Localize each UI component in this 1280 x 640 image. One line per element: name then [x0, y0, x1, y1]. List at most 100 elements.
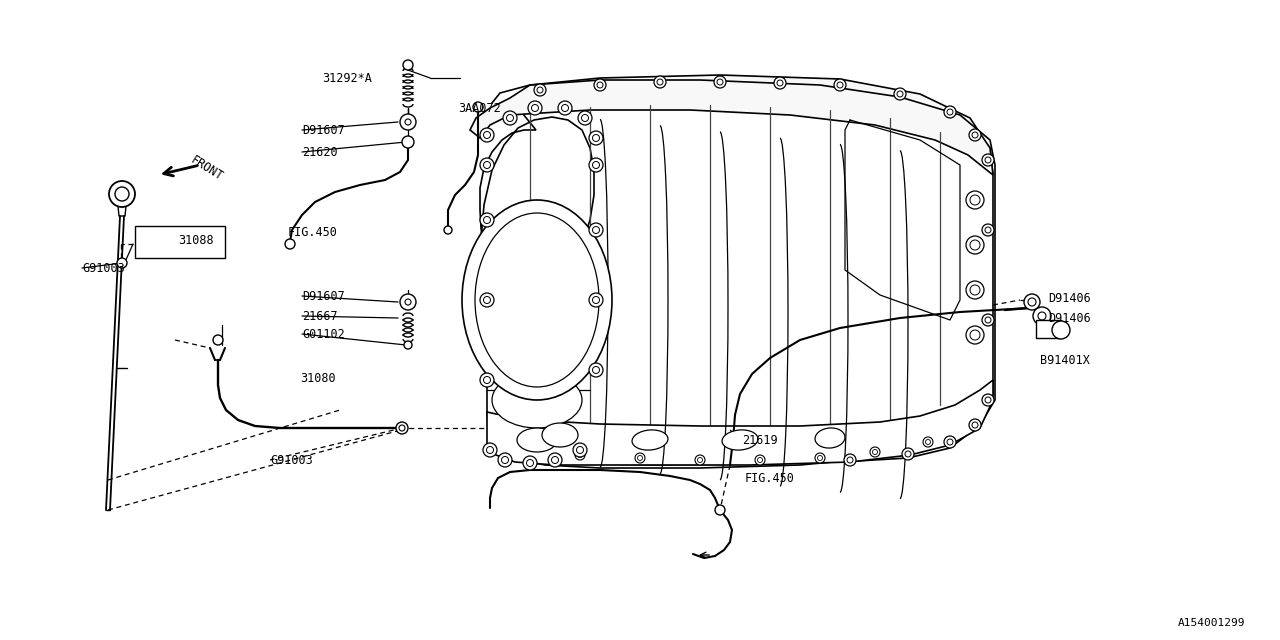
Ellipse shape: [722, 430, 758, 450]
Circle shape: [480, 293, 494, 307]
Text: 31080: 31080: [300, 371, 335, 385]
Circle shape: [695, 455, 705, 465]
Circle shape: [529, 101, 541, 115]
Polygon shape: [470, 75, 993, 175]
Circle shape: [716, 505, 724, 515]
Circle shape: [573, 443, 588, 457]
Circle shape: [404, 299, 411, 305]
Circle shape: [593, 367, 599, 374]
Circle shape: [484, 161, 490, 168]
Circle shape: [637, 456, 643, 461]
Circle shape: [837, 82, 844, 88]
Circle shape: [945, 436, 956, 448]
Circle shape: [969, 419, 980, 431]
Circle shape: [714, 76, 726, 88]
Circle shape: [396, 422, 408, 434]
Text: 31292*A: 31292*A: [323, 72, 372, 84]
Circle shape: [1028, 298, 1036, 306]
Circle shape: [969, 129, 980, 141]
Circle shape: [552, 456, 558, 463]
FancyBboxPatch shape: [1036, 320, 1061, 338]
Circle shape: [589, 131, 603, 145]
Circle shape: [972, 422, 978, 428]
Circle shape: [982, 314, 995, 326]
Circle shape: [484, 216, 490, 223]
Circle shape: [966, 191, 984, 209]
Circle shape: [558, 101, 572, 115]
Circle shape: [115, 187, 129, 201]
Circle shape: [484, 131, 490, 138]
Circle shape: [1038, 312, 1046, 320]
Circle shape: [480, 373, 494, 387]
Circle shape: [562, 104, 568, 111]
Circle shape: [503, 111, 517, 125]
Circle shape: [972, 132, 978, 138]
Circle shape: [480, 158, 494, 172]
Circle shape: [285, 239, 294, 249]
Circle shape: [986, 397, 991, 403]
Text: G01102: G01102: [302, 328, 344, 340]
Text: A154001299: A154001299: [1178, 618, 1245, 628]
Circle shape: [399, 294, 416, 310]
Ellipse shape: [632, 430, 668, 450]
Ellipse shape: [541, 423, 579, 447]
Circle shape: [480, 213, 494, 227]
Circle shape: [594, 79, 605, 91]
Circle shape: [109, 181, 134, 207]
Circle shape: [947, 439, 954, 445]
Circle shape: [1024, 294, 1039, 310]
Circle shape: [835, 79, 846, 91]
Circle shape: [905, 451, 911, 457]
Circle shape: [593, 134, 599, 141]
Circle shape: [581, 115, 589, 122]
Text: 31088: 31088: [178, 234, 214, 246]
Text: B91401X: B91401X: [1039, 353, 1089, 367]
Circle shape: [589, 223, 603, 237]
Text: 21619: 21619: [742, 433, 778, 447]
Circle shape: [893, 88, 906, 100]
Circle shape: [1033, 307, 1051, 325]
Text: 21667: 21667: [302, 310, 338, 323]
Text: 3AA072: 3AA072: [458, 102, 500, 115]
Circle shape: [777, 80, 783, 86]
Circle shape: [399, 425, 404, 431]
Circle shape: [897, 91, 902, 97]
Ellipse shape: [475, 213, 599, 387]
Circle shape: [986, 157, 991, 163]
Circle shape: [484, 296, 490, 303]
Circle shape: [945, 106, 956, 118]
Circle shape: [986, 317, 991, 323]
Circle shape: [577, 452, 582, 458]
Circle shape: [755, 455, 765, 465]
Circle shape: [444, 226, 452, 234]
Circle shape: [717, 79, 723, 85]
Circle shape: [844, 454, 856, 466]
Circle shape: [982, 224, 995, 236]
Polygon shape: [486, 380, 993, 465]
Circle shape: [502, 456, 508, 463]
Circle shape: [486, 447, 494, 454]
Circle shape: [654, 76, 666, 88]
Circle shape: [698, 458, 703, 463]
Circle shape: [970, 195, 980, 205]
Circle shape: [970, 240, 980, 250]
Circle shape: [402, 136, 413, 148]
Circle shape: [593, 296, 599, 303]
FancyBboxPatch shape: [134, 226, 225, 258]
Circle shape: [982, 154, 995, 166]
Circle shape: [923, 437, 933, 447]
Circle shape: [483, 443, 497, 457]
Circle shape: [982, 394, 995, 406]
Text: D91406: D91406: [1048, 312, 1091, 324]
Circle shape: [758, 458, 763, 463]
Text: G91003: G91003: [82, 262, 124, 275]
Circle shape: [947, 109, 954, 115]
Circle shape: [575, 450, 585, 460]
Circle shape: [526, 460, 534, 467]
Circle shape: [593, 161, 599, 168]
Circle shape: [404, 341, 412, 349]
Circle shape: [902, 448, 914, 460]
Text: D91607: D91607: [302, 124, 344, 136]
Circle shape: [531, 104, 539, 111]
Circle shape: [925, 440, 931, 445]
